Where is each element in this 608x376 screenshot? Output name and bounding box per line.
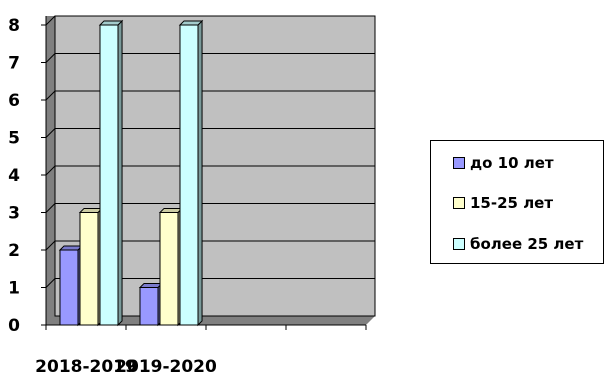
- gridline-side: [45, 203, 56, 213]
- bar: [98, 19, 124, 327]
- x-tick-marks: [45, 325, 367, 330]
- y-tick-label: 8: [8, 16, 20, 36]
- gridline-side: [45, 15, 56, 26]
- bar: [78, 207, 104, 327]
- bar: [158, 207, 184, 327]
- legend-label-series-1: до 10 лет: [470, 154, 554, 172]
- x-category-label: 2018-2019: [35, 357, 137, 376]
- y-tick-label: 2: [8, 241, 20, 261]
- gridline-side: [45, 278, 56, 288]
- legend-label-series-3: более 25 лет: [470, 235, 584, 253]
- y-tick-labels: 0 1 2 3 4 5 6 7 8: [8, 16, 20, 336]
- legend: до 10 лет 15-25 лет более 25 лет: [430, 140, 604, 264]
- legend-swatch-series-3: [453, 238, 465, 250]
- x-category-label: 2019-2020: [115, 357, 217, 376]
- plot-floor: [46, 316, 375, 325]
- bar: [138, 282, 164, 327]
- y-tick-label: 0: [8, 316, 20, 336]
- y-tick-marks: [41, 24, 46, 326]
- gridline-side: [45, 165, 56, 176]
- legend-item-series-1: до 10 лет: [453, 154, 554, 172]
- y-tick-label: 3: [8, 204, 20, 224]
- legend-swatch-series-1: [453, 157, 465, 169]
- bars: [58, 19, 204, 327]
- legend-item-series-2: 15-25 лет: [453, 194, 553, 212]
- legend-label-series-2: 15-25 лет: [470, 194, 554, 212]
- y-tick-label: 5: [8, 129, 20, 149]
- legend-swatch-series-2: [453, 197, 465, 209]
- y-tick-label: 7: [8, 54, 20, 74]
- bar: [178, 19, 204, 327]
- y-tick-label: 1: [8, 279, 20, 299]
- gridline-side: [45, 240, 56, 251]
- gridline-side: [45, 128, 56, 138]
- legend-item-series-3: более 25 лет: [453, 235, 583, 253]
- bar: [58, 244, 84, 327]
- gridline-side: [45, 90, 56, 101]
- y-tick-label: 4: [8, 166, 20, 186]
- y-tick-label: 6: [8, 91, 20, 111]
- gridline-side: [45, 53, 56, 63]
